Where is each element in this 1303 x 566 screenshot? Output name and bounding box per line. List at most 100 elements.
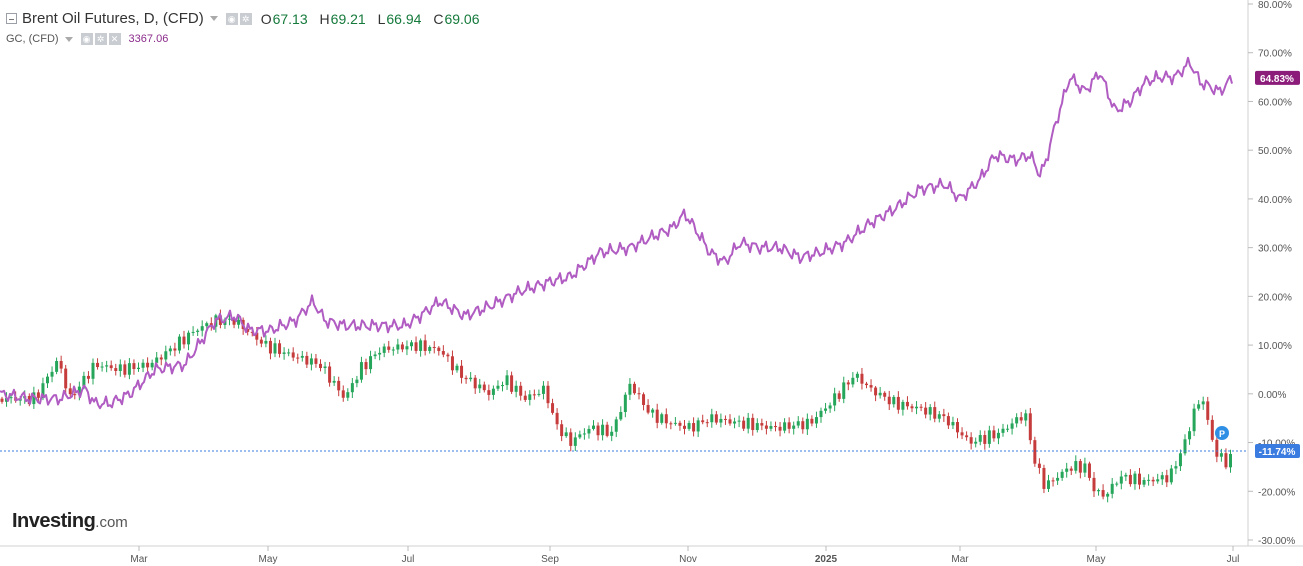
candle-body <box>228 318 231 320</box>
candle-body <box>132 363 136 369</box>
candle-body <box>177 336 181 351</box>
candle-body <box>450 356 454 371</box>
candle-body <box>669 423 673 425</box>
gold-line <box>0 56 1233 410</box>
secondary-value: 3367.06 <box>128 33 169 45</box>
last-brent-badge: -11.74% <box>1255 444 1300 459</box>
candle-body <box>1133 473 1137 485</box>
y-tick-label: 30.00% <box>1258 244 1292 255</box>
candle-body <box>414 342 418 351</box>
candle-body <box>1178 453 1182 467</box>
candle-body <box>692 423 696 432</box>
low-value: 66.94 <box>386 10 422 27</box>
candle-body <box>796 421 800 426</box>
candle-body <box>546 385 550 404</box>
candle-body <box>787 422 791 429</box>
candle-body <box>965 435 969 438</box>
candle-body <box>614 419 618 432</box>
close-icon[interactable]: ✕ <box>108 33 121 45</box>
primary-legend: Brent Oil Futures, D, (CFD) ◉ ✲ O67.13 H… <box>6 10 488 27</box>
candle-body <box>82 375 86 387</box>
low-label: L <box>377 10 386 27</box>
candle-body <box>378 352 382 355</box>
close-value: 69.06 <box>444 10 480 27</box>
candle-body <box>469 377 473 380</box>
x-tick-label: May <box>259 554 278 565</box>
candle-body <box>974 441 978 444</box>
candle-body <box>687 423 691 429</box>
candle-body <box>1010 423 1014 429</box>
settings-icon[interactable]: ✲ <box>239 12 252 25</box>
candle-body <box>519 385 523 396</box>
open-label: O <box>260 10 272 27</box>
last-gold-value: 64.83% <box>1260 74 1294 85</box>
eye-icon[interactable]: ◉ <box>225 12 238 25</box>
candle-body <box>127 363 131 375</box>
collapse-square-icon[interactable] <box>6 13 17 24</box>
candle-body <box>723 418 727 420</box>
candle-body <box>610 431 614 436</box>
candle-body <box>1197 404 1201 409</box>
candle-body <box>114 368 118 371</box>
secondary-symbol[interactable]: GC, (CFD) <box>6 33 59 45</box>
last-brent-value: -11.74% <box>1259 447 1296 458</box>
candle-body <box>441 351 445 355</box>
candle-body <box>1101 490 1105 497</box>
candle-body <box>278 343 282 354</box>
candle-body <box>651 409 655 413</box>
candle-body <box>1019 417 1023 421</box>
candle-body <box>432 346 436 348</box>
candle-body <box>1201 401 1205 405</box>
x-tick-label: Mar <box>951 554 969 565</box>
candle-body <box>314 358 318 364</box>
x-tick-label: Nov <box>679 554 697 565</box>
candle-body <box>32 392 36 405</box>
candle-body <box>569 432 573 446</box>
candle-body <box>105 365 109 367</box>
candle-body <box>1065 468 1069 472</box>
candle-body <box>291 352 295 358</box>
candle-body <box>36 392 40 398</box>
candle-body <box>68 388 72 395</box>
candle-body <box>855 373 859 378</box>
primary-symbol[interactable]: Brent Oil Futures, D, (CFD) <box>22 10 204 27</box>
candle-body <box>473 377 477 389</box>
candle-body <box>491 388 495 395</box>
candle-body <box>1138 473 1141 485</box>
candle-body <box>996 432 1000 439</box>
candle-body <box>628 383 632 395</box>
candle-body <box>446 354 450 357</box>
y-tick-label: 20.00% <box>1258 292 1292 303</box>
candle-body <box>637 393 641 395</box>
candle-body <box>150 362 154 368</box>
p-marker-icon[interactable]: P <box>1215 426 1229 440</box>
candle-body <box>601 424 605 436</box>
logo-suffix: .com <box>95 514 128 531</box>
eye-icon[interactable]: ◉ <box>80 33 93 45</box>
settings-icon[interactable]: ✲ <box>94 33 107 45</box>
candle-body <box>319 363 322 369</box>
y-tick-label: 10.00% <box>1258 341 1292 352</box>
candle-body <box>341 390 345 398</box>
candle-body <box>1074 461 1078 471</box>
candle-body <box>883 392 887 397</box>
candle-body <box>1015 417 1019 424</box>
candle-body <box>1147 479 1151 481</box>
candle-body <box>1110 483 1114 494</box>
candle-body <box>264 340 268 344</box>
candle-body <box>1210 419 1214 440</box>
x-tick-label: Sep <box>541 554 559 565</box>
dropdown-caret-icon[interactable] <box>209 16 218 21</box>
candle-body <box>828 405 832 409</box>
candle-body <box>1033 440 1037 464</box>
candle-body <box>532 394 536 396</box>
dropdown-caret-icon[interactable] <box>64 36 73 42</box>
candle-body <box>769 426 773 429</box>
candle-body <box>1188 431 1192 440</box>
y-tick-label: 80.00% <box>1258 0 1292 11</box>
candle-body <box>874 387 878 396</box>
candle-body <box>860 373 864 384</box>
candle-body <box>382 346 386 353</box>
candle-body <box>605 424 609 436</box>
